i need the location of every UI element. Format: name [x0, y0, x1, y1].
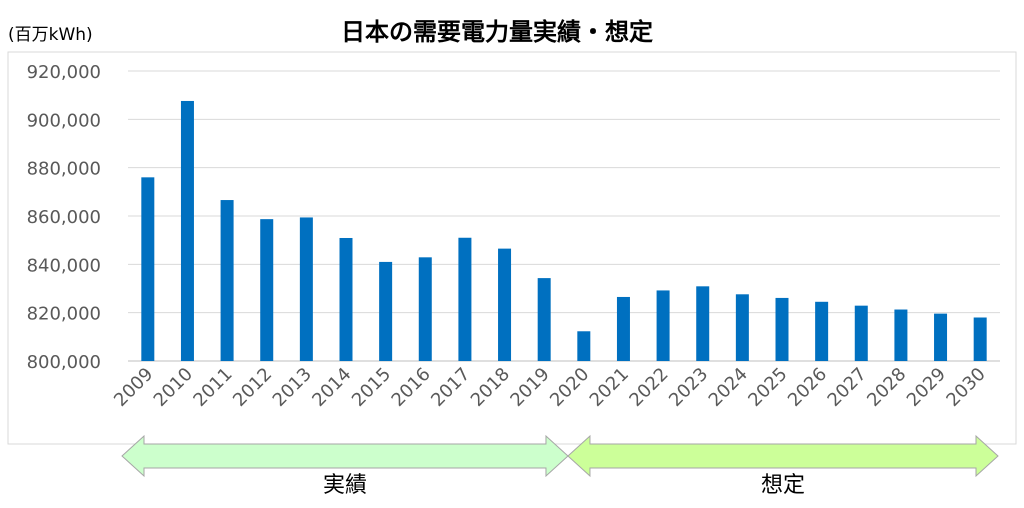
x-tick-label: 2021 [586, 364, 633, 411]
bar [577, 331, 591, 361]
x-tick-label: 2023 [665, 364, 712, 411]
x-tick-label: 2020 [546, 364, 593, 411]
y-tick-label: 900,000 [27, 110, 101, 131]
x-tick-label: 2010 [150, 364, 197, 411]
x-tick-label: 2030 [942, 364, 989, 411]
bar [815, 301, 829, 361]
bar [775, 297, 789, 361]
bar [180, 100, 194, 361]
period-arrow [121, 434, 569, 478]
x-tick-label: 2015 [348, 364, 395, 411]
y-tick-label: 860,000 [27, 207, 101, 228]
y-tick-label: 920,000 [27, 62, 101, 83]
x-tick-label: 2026 [784, 364, 831, 411]
bar [379, 261, 393, 361]
bar [498, 248, 512, 361]
x-tick-label: 2011 [189, 364, 236, 411]
bar [141, 177, 155, 361]
y-tick-label: 880,000 [27, 159, 101, 180]
bar [973, 317, 987, 361]
y-tick-label: 840,000 [27, 255, 101, 276]
x-tick-label: 2027 [824, 364, 871, 411]
x-tick-label: 2014 [308, 364, 355, 411]
period-label: 実績 [323, 473, 367, 498]
bar [934, 313, 948, 361]
bar [458, 237, 472, 361]
period-arrow [567, 434, 999, 478]
bar [418, 257, 432, 361]
x-tick-label: 2018 [467, 364, 514, 411]
x-tick-label: 2012 [229, 364, 276, 411]
x-tick-label: 2024 [705, 364, 752, 411]
x-tick-label: 2028 [863, 364, 910, 411]
bar [260, 219, 274, 361]
plot-frame [7, 51, 1017, 445]
x-tick-label: 2009 [110, 364, 157, 411]
x-tick-label: 2025 [744, 364, 791, 411]
y-axis-unit-label: (百万kWh) [8, 25, 93, 45]
bar [735, 294, 749, 361]
y-tick-label: 800,000 [27, 352, 101, 373]
x-tick-label: 2013 [269, 364, 316, 411]
x-tick-label: 2019 [506, 364, 553, 411]
x-tick-label: 2022 [625, 364, 672, 411]
bar [894, 309, 908, 361]
bar [339, 237, 353, 361]
bar [616, 296, 630, 361]
x-tick-label: 2016 [388, 364, 435, 411]
bar [696, 286, 710, 361]
chart-title: 日本の需要電力量実績・想定 [341, 18, 653, 46]
period-label: 想定 [761, 473, 805, 498]
x-tick-label: 2029 [903, 364, 950, 411]
bar [656, 290, 670, 361]
x-tick-label: 2017 [427, 364, 474, 411]
bar [854, 305, 868, 361]
y-tick-label: 820,000 [27, 304, 101, 325]
bar [537, 278, 551, 361]
bar [220, 200, 234, 361]
bar [299, 217, 313, 361]
